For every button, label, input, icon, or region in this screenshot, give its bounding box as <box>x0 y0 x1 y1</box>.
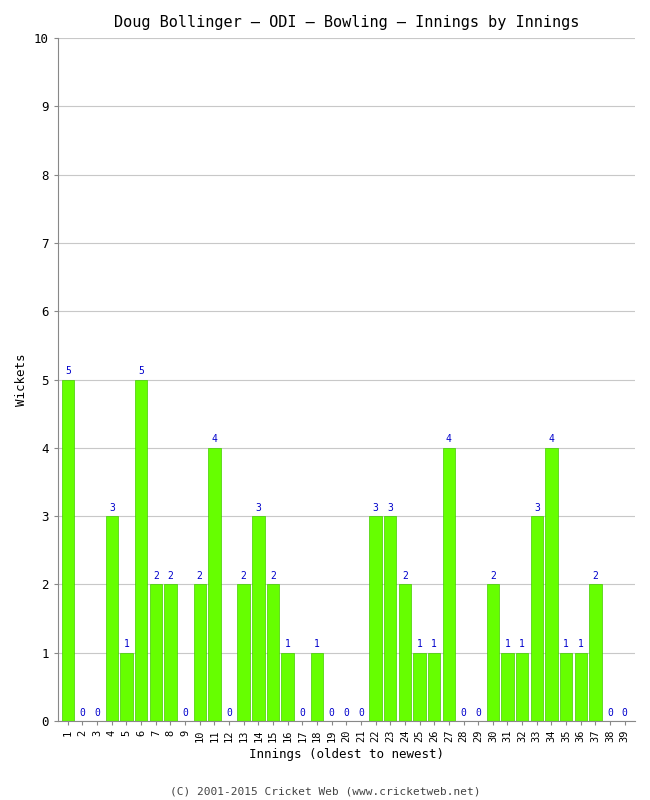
Text: 1: 1 <box>314 639 320 650</box>
Bar <box>164 584 177 721</box>
Text: 0: 0 <box>475 707 481 718</box>
Text: 2: 2 <box>270 571 276 581</box>
Bar <box>252 516 265 721</box>
Text: (C) 2001-2015 Cricket Web (www.cricketweb.net): (C) 2001-2015 Cricket Web (www.cricketwe… <box>170 786 480 796</box>
Text: 3: 3 <box>255 502 261 513</box>
Text: 2: 2 <box>593 571 599 581</box>
Bar <box>443 448 455 721</box>
Text: 5: 5 <box>138 366 144 376</box>
Text: 1: 1 <box>578 639 584 650</box>
Bar <box>413 653 426 721</box>
Bar <box>428 653 441 721</box>
Text: 2: 2 <box>402 571 408 581</box>
Text: 0: 0 <box>607 707 613 718</box>
Text: 0: 0 <box>79 707 85 718</box>
Text: 1: 1 <box>504 639 510 650</box>
Bar <box>560 653 573 721</box>
Text: 1: 1 <box>285 639 291 650</box>
Bar <box>516 653 528 721</box>
Bar <box>105 516 118 721</box>
Text: 3: 3 <box>372 502 378 513</box>
Text: 4: 4 <box>549 434 554 444</box>
Text: 3: 3 <box>109 502 115 513</box>
Text: 0: 0 <box>329 707 335 718</box>
Text: 2: 2 <box>240 571 246 581</box>
Bar <box>501 653 514 721</box>
Text: 3: 3 <box>387 502 393 513</box>
Bar <box>398 584 411 721</box>
Bar <box>311 653 323 721</box>
Text: 2: 2 <box>153 571 159 581</box>
Bar <box>237 584 250 721</box>
Bar <box>575 653 587 721</box>
Bar <box>208 448 220 721</box>
Text: 0: 0 <box>226 707 232 718</box>
Bar <box>135 379 148 721</box>
Bar <box>120 653 133 721</box>
Text: 3: 3 <box>534 502 540 513</box>
Bar <box>530 516 543 721</box>
Text: 2: 2 <box>490 571 496 581</box>
Text: 0: 0 <box>94 707 100 718</box>
Text: 2: 2 <box>168 571 174 581</box>
Text: 1: 1 <box>432 639 437 650</box>
Text: 5: 5 <box>65 366 71 376</box>
Bar <box>487 584 499 721</box>
Y-axis label: Wickets: Wickets <box>15 354 28 406</box>
Text: 0: 0 <box>358 707 364 718</box>
Text: 0: 0 <box>300 707 306 718</box>
Text: 1: 1 <box>563 639 569 650</box>
Text: 1: 1 <box>124 639 129 650</box>
Bar <box>545 448 558 721</box>
Text: 1: 1 <box>519 639 525 650</box>
Bar <box>384 516 396 721</box>
Bar <box>266 584 280 721</box>
Text: 4: 4 <box>446 434 452 444</box>
Text: 1: 1 <box>417 639 423 650</box>
Bar <box>589 584 602 721</box>
Text: 0: 0 <box>343 707 349 718</box>
X-axis label: Innings (oldest to newest): Innings (oldest to newest) <box>249 748 444 761</box>
Bar <box>281 653 294 721</box>
Text: 0: 0 <box>622 707 628 718</box>
Text: 4: 4 <box>211 434 217 444</box>
Bar <box>369 516 382 721</box>
Bar <box>194 584 206 721</box>
Text: 0: 0 <box>182 707 188 718</box>
Bar <box>62 379 74 721</box>
Bar <box>150 584 162 721</box>
Text: 2: 2 <box>197 571 203 581</box>
Title: Doug Bollinger – ODI – Bowling – Innings by Innings: Doug Bollinger – ODI – Bowling – Innings… <box>114 15 579 30</box>
Text: 0: 0 <box>461 707 467 718</box>
